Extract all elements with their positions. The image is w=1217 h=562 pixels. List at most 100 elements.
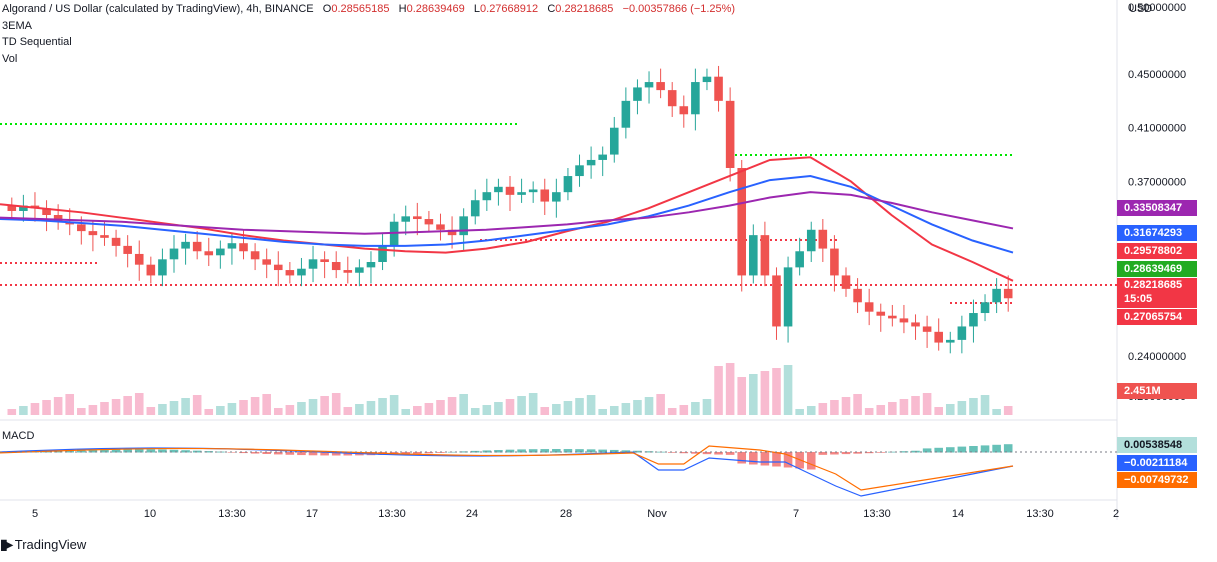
symbol-title[interactable]: Algorand / US Dollar (calculated by Trad… [2, 3, 314, 15]
candle-body [42, 208, 51, 215]
macd-histogram-bar [494, 450, 503, 453]
candle-body [424, 219, 434, 225]
macd-histogram-bar [633, 450, 642, 453]
candle-body [1003, 288, 1013, 299]
volume-bar [899, 399, 909, 415]
td-levels [0, 123, 1117, 304]
volume-bar [378, 398, 387, 415]
candle-body [250, 251, 260, 260]
volume-bar [169, 401, 179, 415]
macd-histogram-bar [945, 447, 955, 453]
volume-bar [552, 404, 561, 415]
volume-bar [389, 395, 399, 415]
price-tick-label: 0.37000000 [1128, 176, 1186, 188]
candle-body [53, 215, 63, 222]
time-tick-label: 13:30 [863, 508, 891, 520]
volume-bar [343, 407, 353, 415]
macd-histogram-bar [888, 451, 897, 453]
candle-body [262, 259, 271, 265]
candle-body [146, 264, 156, 276]
volume-bar [934, 407, 943, 415]
candle-body [227, 243, 237, 249]
time-tick-label: 2 [1113, 508, 1119, 520]
close-label: C [547, 3, 556, 15]
time-tick-label: 13:30 [218, 508, 246, 520]
macd-histogram-bar [100, 449, 109, 453]
indicator-vol[interactable]: Vol [2, 53, 18, 65]
volume-bar [818, 403, 828, 415]
macd-histogram-bar [598, 449, 607, 453]
candle-body [691, 82, 700, 115]
close-value: 0.28218685 [555, 3, 614, 15]
candle-body [841, 275, 851, 289]
macd-histogram-bar [459, 451, 468, 453]
macd-histogram-bar [922, 448, 932, 453]
candle-body [505, 186, 515, 195]
time-tick-label: 13:30 [1026, 508, 1054, 520]
volume-bar [864, 408, 874, 415]
tradingview-logo-icon: ▮▸ [0, 536, 13, 552]
axes: 0.50000000 0.45000000 0.41000000 0.37000000… [32, 2, 1186, 520]
macd-histogram-bar [702, 452, 712, 455]
macd-histogram-bar [123, 449, 132, 453]
open-label: O [322, 3, 332, 15]
indicator-macd[interactable]: MACD [2, 430, 35, 442]
macd-histogram-bar [667, 452, 677, 453]
macd-line-badge: −0.00211184 [1117, 455, 1197, 471]
volume-bar [609, 406, 619, 415]
volume-bar [181, 398, 190, 415]
macd-signal-line [0, 445, 1014, 491]
macd-histogram-bar [65, 449, 75, 453]
candle-body [552, 192, 561, 202]
candle-body [737, 168, 747, 276]
candle-body [945, 339, 955, 343]
indicator-3ema[interactable]: 3EMA [2, 20, 32, 32]
volume-bar [957, 401, 967, 415]
tradingview-logo-text: TradingView [14, 537, 87, 552]
macd-histogram-bar [308, 452, 318, 456]
candle-body [609, 127, 619, 155]
candle-body [297, 268, 306, 276]
volume-bar [945, 404, 955, 415]
volume-bar [413, 406, 422, 415]
volume-bar [239, 400, 248, 415]
time-tick-label: 13:30 [378, 508, 406, 520]
candle-body [111, 237, 121, 246]
macd-pane [0, 444, 1117, 497]
macd-histogram-bar [644, 451, 654, 453]
volume-bar [795, 409, 804, 415]
volume-bar [575, 398, 584, 415]
volume-bar [19, 406, 28, 415]
volume-bar [725, 363, 735, 415]
candle-body [667, 90, 677, 107]
volume-bar [494, 402, 503, 415]
time-tick-label: 28 [560, 508, 572, 520]
macd-histogram-bar [760, 452, 770, 466]
volume-bar [853, 394, 862, 415]
macd-histogram-bar [609, 449, 619, 453]
high-label: H [398, 3, 407, 15]
change-value: −0.00357866 (−1.25%) [622, 3, 736, 15]
tradingview-logo[interactable]: ▮▸ TradingView [0, 536, 86, 553]
macd-histogram-bar [980, 445, 990, 453]
candle-body [239, 243, 248, 252]
volume-bar [123, 396, 132, 415]
candle-body [355, 267, 364, 273]
candle-body [528, 189, 538, 193]
ema-mid-badge: 0.31674293 [1117, 225, 1197, 241]
volume-bar [77, 408, 86, 415]
candle-body [331, 262, 341, 271]
volume-bar [65, 394, 75, 415]
candle-body [644, 82, 654, 88]
macd-histogram-bar [621, 450, 631, 453]
candle-body [911, 322, 920, 327]
indicator-td-sequential[interactable]: TD Sequential [2, 36, 72, 48]
candle-body [88, 231, 98, 236]
volume-bar [841, 397, 851, 415]
macd-histogram-bar [239, 452, 248, 454]
volume-bar [586, 395, 596, 415]
chart-header: Algorand / US Dollar (calculated by Trad… [2, 3, 735, 16]
candle-body [77, 224, 86, 232]
candle-body [366, 262, 376, 268]
